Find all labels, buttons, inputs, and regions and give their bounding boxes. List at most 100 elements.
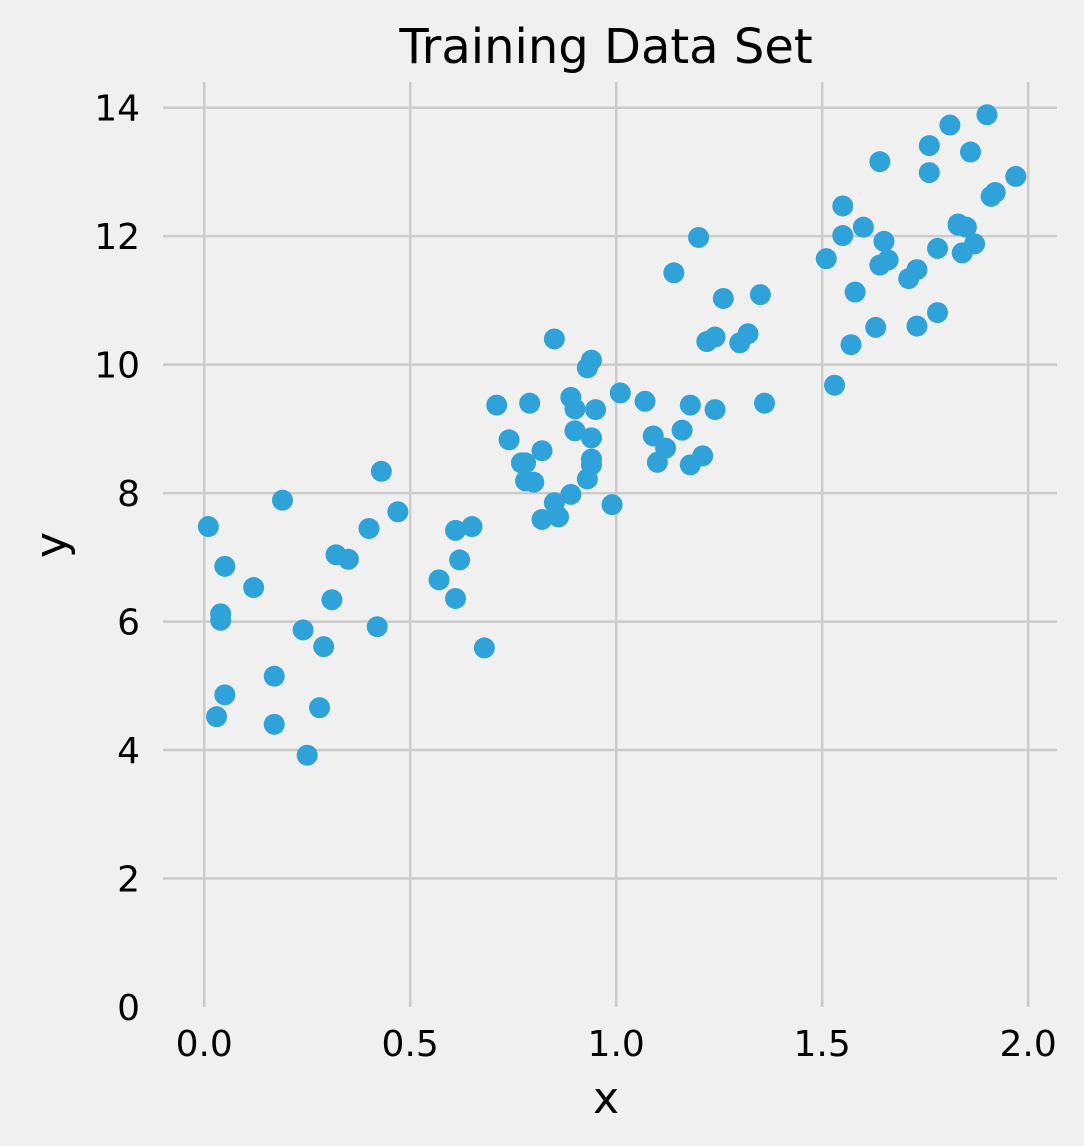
data-point xyxy=(206,706,228,728)
data-point xyxy=(548,506,570,528)
y-tick-label: 0 xyxy=(117,988,140,1029)
data-points xyxy=(197,104,1027,766)
data-point xyxy=(906,315,928,337)
data-point xyxy=(243,577,265,599)
data-point xyxy=(984,181,1006,203)
data-point xyxy=(366,616,388,638)
data-point xyxy=(292,619,314,641)
data-point xyxy=(918,162,940,184)
data-point xyxy=(585,399,607,421)
data-point xyxy=(947,214,969,236)
data-point xyxy=(543,328,565,350)
data-point xyxy=(852,216,874,238)
data-point xyxy=(560,483,582,505)
y-tick-label: 2 xyxy=(117,860,140,901)
data-point xyxy=(749,284,771,306)
grid-lines xyxy=(163,82,1057,1007)
data-point xyxy=(210,609,232,631)
data-point xyxy=(692,445,714,467)
data-point xyxy=(939,114,961,136)
data-point xyxy=(387,501,409,523)
data-point xyxy=(461,516,483,538)
data-point xyxy=(580,427,602,449)
data-point xyxy=(873,230,895,252)
data-point xyxy=(445,519,467,541)
data-point xyxy=(580,454,602,476)
data-point xyxy=(473,637,495,659)
x-axis-label: x xyxy=(593,1073,619,1124)
y-tick-labels: 0 2 4 6 8 10 12 14 xyxy=(94,89,140,1029)
data-point xyxy=(523,471,545,493)
data-point xyxy=(824,374,846,396)
data-point xyxy=(449,549,471,571)
data-point xyxy=(271,489,293,511)
data-point xyxy=(840,334,862,356)
data-point xyxy=(214,555,236,577)
data-point xyxy=(679,394,701,416)
data-point xyxy=(197,516,219,538)
y-tick-label: 4 xyxy=(117,731,140,772)
data-point xyxy=(663,262,685,284)
data-point xyxy=(580,349,602,371)
x-tick-label: 1.0 xyxy=(588,1024,645,1065)
data-point xyxy=(428,569,450,591)
y-tick-label: 12 xyxy=(94,217,140,258)
data-point xyxy=(712,287,734,309)
data-point xyxy=(844,281,866,303)
data-point xyxy=(869,151,891,173)
data-point xyxy=(877,249,899,271)
data-point xyxy=(498,429,520,451)
data-point xyxy=(753,392,775,414)
data-point xyxy=(1005,165,1027,187)
data-point xyxy=(688,226,710,248)
y-tick-label: 14 xyxy=(94,89,140,130)
data-point xyxy=(313,636,335,658)
data-point xyxy=(519,392,541,414)
y-tick-label: 10 xyxy=(94,346,140,387)
y-axis-label: y xyxy=(26,532,77,558)
data-point xyxy=(564,398,586,420)
data-point xyxy=(815,248,837,270)
data-point xyxy=(704,326,726,348)
data-point xyxy=(337,548,359,570)
x-tick-label: 0.5 xyxy=(382,1024,439,1065)
data-point xyxy=(655,437,677,459)
data-point xyxy=(832,225,854,247)
y-tick-label: 8 xyxy=(117,474,140,515)
x-tick-label: 2.0 xyxy=(1000,1024,1057,1065)
data-point xyxy=(609,382,631,404)
data-point xyxy=(906,259,928,281)
data-point xyxy=(321,589,343,611)
data-point xyxy=(214,684,236,706)
data-point xyxy=(959,141,981,163)
data-point xyxy=(515,452,537,474)
data-point xyxy=(531,440,553,462)
data-point xyxy=(976,104,998,126)
x-tick-label: 1.5 xyxy=(794,1024,851,1065)
data-point xyxy=(927,302,949,324)
data-point xyxy=(564,420,586,442)
data-point xyxy=(263,713,285,735)
data-point xyxy=(486,394,508,416)
data-point xyxy=(358,517,380,539)
data-point xyxy=(964,233,986,255)
data-point xyxy=(296,744,318,766)
data-point xyxy=(309,697,331,719)
data-point xyxy=(918,135,940,157)
chart-title: Training Data Set xyxy=(398,19,812,75)
data-point xyxy=(263,665,285,687)
x-tick-labels: 0.0 0.5 1.0 1.5 2.0 xyxy=(176,1024,1057,1065)
data-point xyxy=(634,390,656,412)
data-point xyxy=(704,399,726,421)
data-point xyxy=(601,494,623,516)
data-point xyxy=(370,460,392,482)
data-point xyxy=(865,316,887,338)
data-point xyxy=(445,587,467,609)
x-tick-label: 0.0 xyxy=(176,1024,233,1065)
data-point xyxy=(927,237,949,259)
data-point xyxy=(832,195,854,217)
data-point xyxy=(531,508,553,530)
y-tick-label: 6 xyxy=(117,603,140,644)
